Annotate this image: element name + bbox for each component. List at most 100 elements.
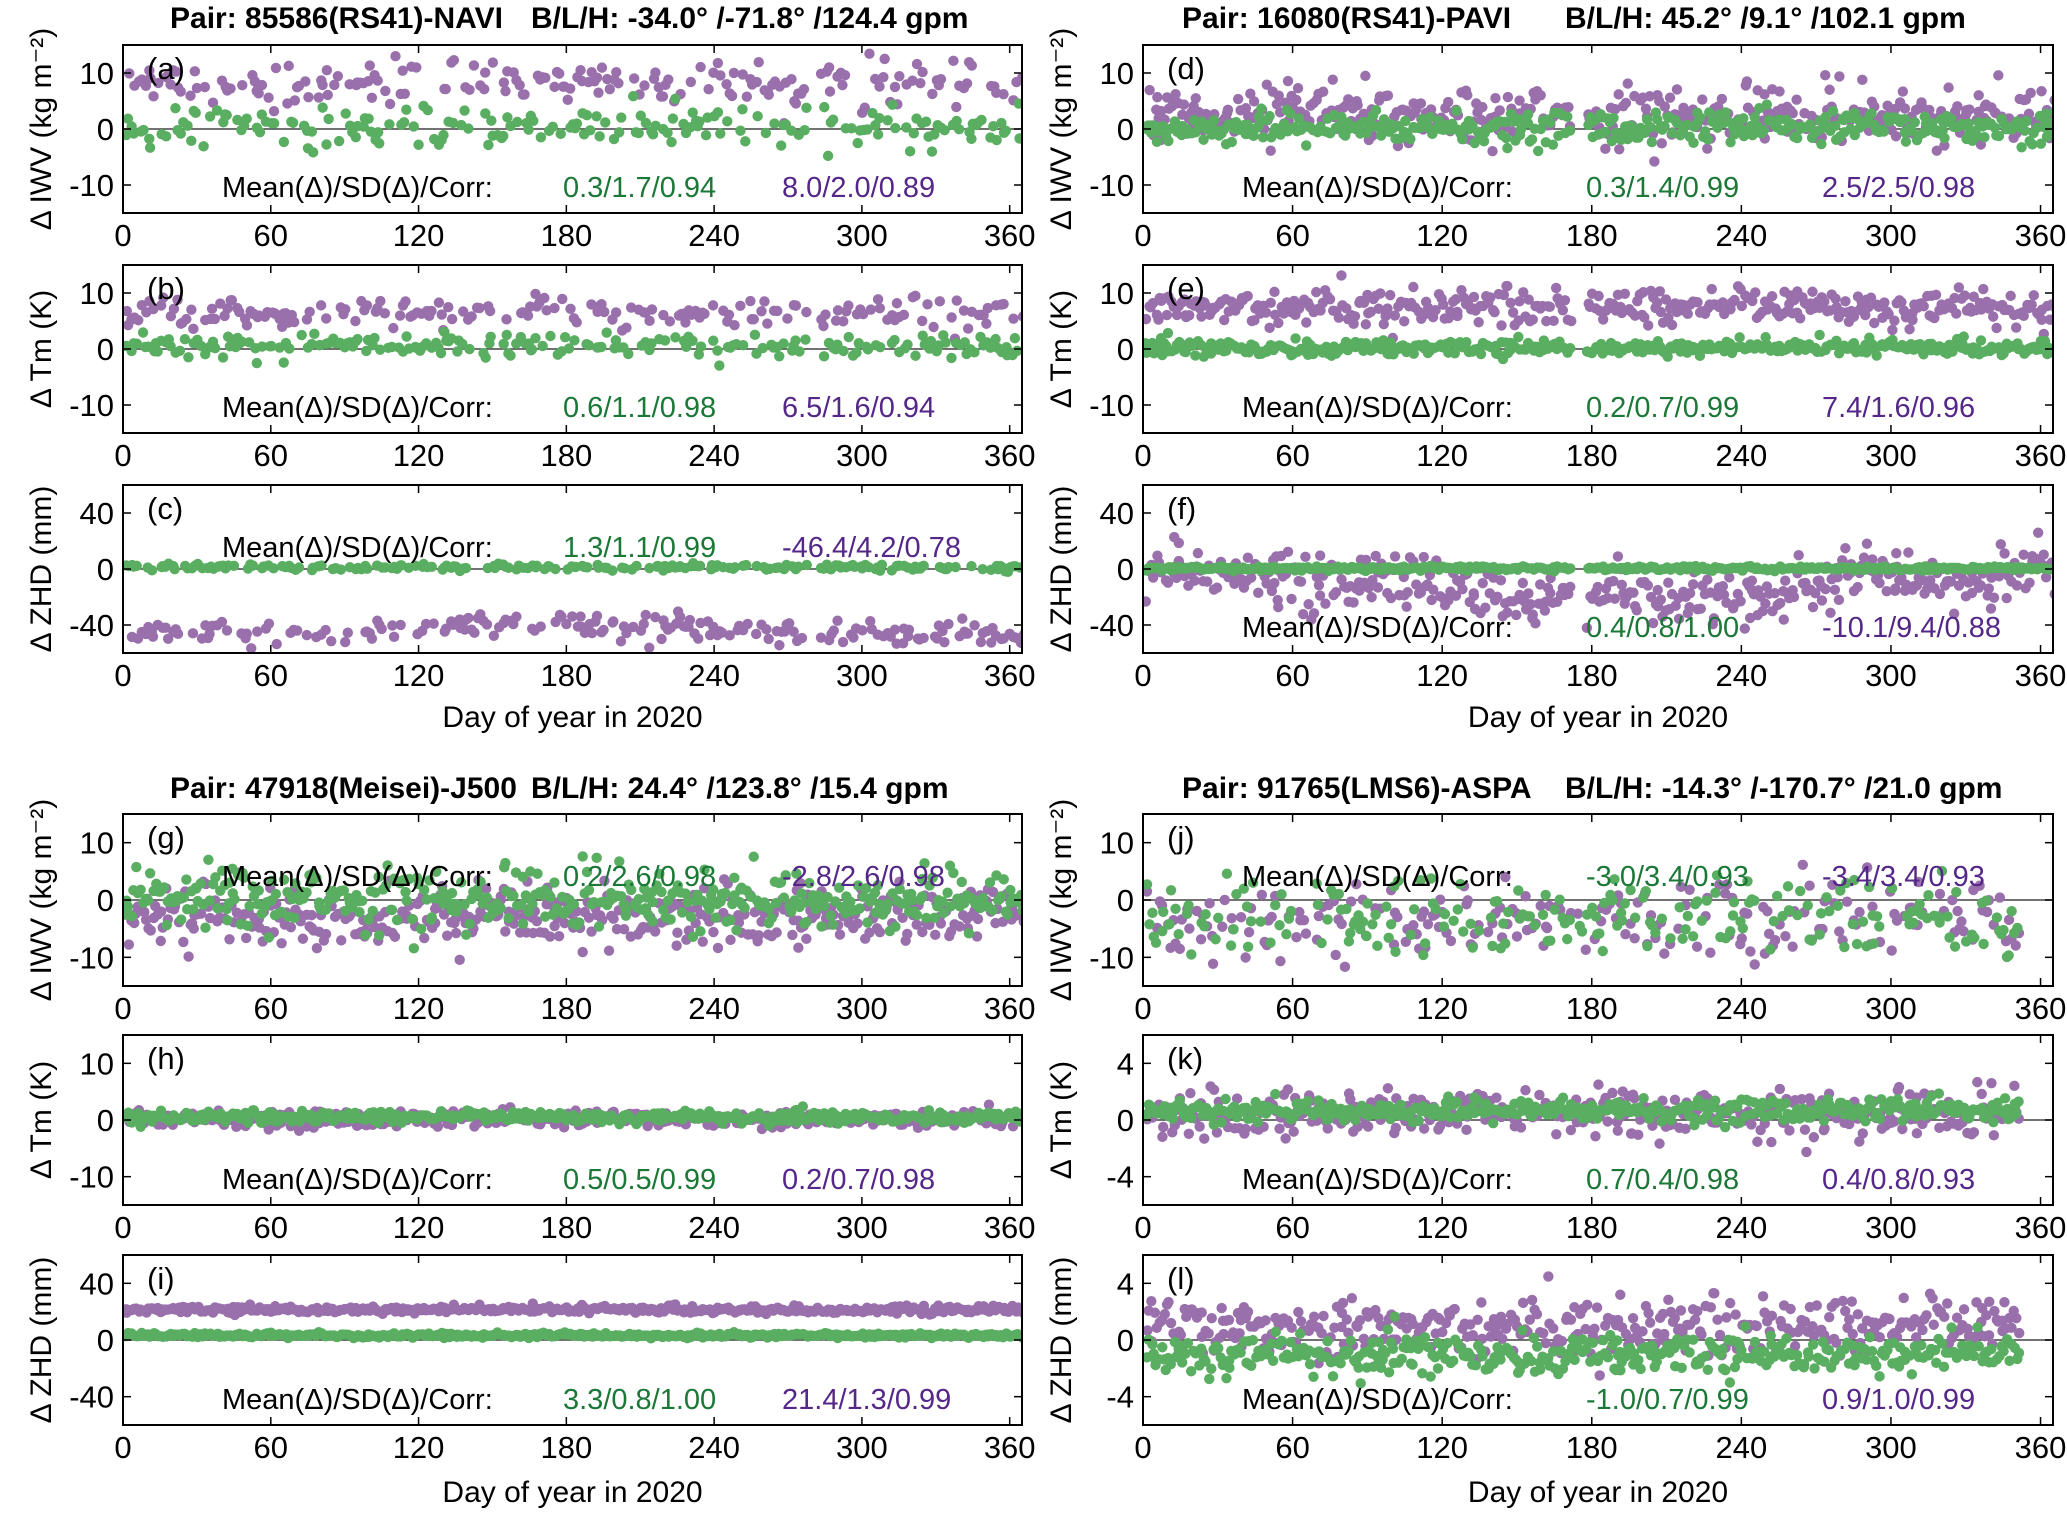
y-tick-label: -10: [1089, 168, 1134, 203]
data-point: [1964, 104, 1975, 115]
data-point: [1659, 120, 1670, 132]
data-point: [626, 884, 637, 896]
data-point: [882, 115, 893, 126]
data-point: [1939, 132, 1950, 144]
data-point: [771, 927, 782, 938]
data-point: [464, 84, 475, 95]
data-point: [593, 921, 605, 932]
data-point: [1993, 70, 2004, 81]
data-point: [367, 905, 378, 917]
data-point: [569, 335, 580, 346]
data-point: [593, 87, 604, 98]
data-point: [708, 884, 719, 895]
data-point: [2049, 106, 2053, 117]
data-point: [890, 921, 901, 932]
data-point: [354, 906, 365, 918]
data-point: [500, 857, 511, 869]
x-tick-label: 360: [984, 991, 1036, 1026]
data-point: [857, 625, 868, 636]
data-point: [1646, 136, 1658, 148]
data-point: [961, 78, 973, 89]
data-point: [729, 320, 740, 331]
data-point: [620, 910, 632, 921]
data-point: [217, 352, 229, 363]
x-tick-label: 240: [688, 658, 740, 693]
y-axis-label: Δ Tm (K): [25, 290, 58, 408]
data-point: [1292, 82, 1304, 94]
data-point: [872, 129, 884, 140]
data-point: [748, 314, 759, 325]
data-point: [1824, 84, 1835, 95]
data-point: [1485, 292, 1496, 303]
data-point: [293, 562, 305, 573]
data-point: [1211, 582, 1223, 593]
data-point: [457, 338, 468, 350]
data-point: [321, 313, 332, 324]
data-point: [774, 640, 785, 651]
data-point: [1995, 539, 2006, 550]
data-point: [740, 136, 751, 147]
stats-purple: 8.0/2.0/0.89: [782, 172, 935, 204]
data-point: [537, 340, 548, 352]
data-point: [1684, 602, 1695, 613]
data-point: [137, 327, 149, 338]
data-point: [684, 614, 696, 626]
data-point: [210, 872, 221, 883]
data-point: [848, 632, 859, 643]
data-point: [638, 618, 649, 630]
data-point: [772, 305, 783, 317]
x-tick-label: 180: [1566, 218, 1618, 253]
data-point: [187, 628, 199, 639]
data-point: [175, 914, 187, 925]
data-point: [394, 310, 406, 321]
data-point: [1286, 593, 1297, 605]
x-tick-label: 360: [2015, 438, 2067, 473]
data-point: [1018, 629, 1022, 640]
data-point: [778, 892, 790, 903]
data-point: [1401, 601, 1412, 612]
data-point: [207, 97, 219, 108]
stats-purple: -46.4/4.2/0.78: [782, 532, 961, 564]
data-point: [225, 83, 236, 94]
data-point: [583, 340, 595, 351]
data-point: [1526, 134, 1538, 145]
data-point: [1673, 613, 1685, 625]
data-point: [247, 560, 259, 571]
data-point: [1240, 103, 1252, 114]
data-point: [1652, 297, 1663, 308]
data-point: [658, 309, 669, 321]
data-point: [616, 891, 627, 902]
data-point: [838, 316, 849, 327]
data-point: [456, 877, 467, 888]
x-tick-label: 180: [540, 438, 592, 473]
data-point: [1242, 552, 1254, 563]
data-point: [1143, 596, 1151, 607]
data-point: [1682, 308, 1693, 320]
data-point: [1953, 282, 1965, 293]
data-point: [852, 137, 863, 149]
data-point: [228, 560, 240, 571]
data-point: [254, 126, 266, 138]
data-point: [670, 332, 681, 343]
data-point: [301, 887, 312, 898]
data-point: [659, 335, 671, 346]
data-point: [1881, 586, 1892, 597]
data-point: [1408, 348, 1419, 359]
data-point: [1656, 138, 1667, 149]
data-point: [804, 877, 815, 889]
data-point: [1215, 338, 1226, 349]
data-point: [816, 921, 827, 932]
data-point: [1360, 319, 1372, 330]
data-point: [1930, 289, 1942, 301]
data-point: [144, 133, 155, 145]
data-point: [2049, 589, 2053, 599]
data-point: [1789, 294, 1800, 306]
data-point: [1825, 607, 1836, 618]
data-point: [1366, 592, 1377, 603]
data-point: [722, 878, 733, 889]
data-point: [1791, 132, 1803, 144]
data-point: [523, 124, 534, 135]
data-point: [874, 303, 886, 314]
data-point: [340, 108, 351, 119]
